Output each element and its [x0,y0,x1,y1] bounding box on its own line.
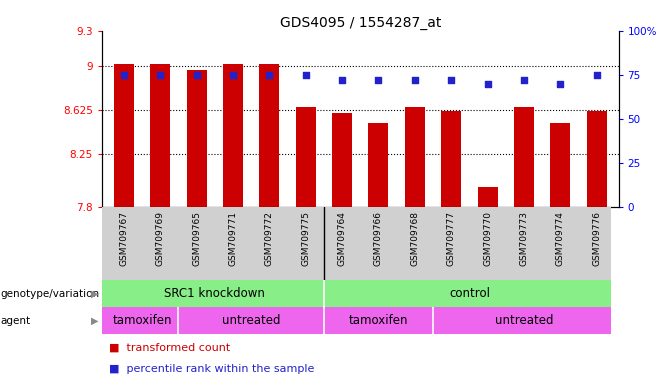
Text: GSM709770: GSM709770 [483,211,492,266]
Point [155,72,165,78]
Point [337,77,347,83]
Text: untreated: untreated [222,314,280,327]
Text: SRC1 knockdown: SRC1 knockdown [164,287,265,300]
Bar [114,64,134,207]
Point [482,81,493,87]
Text: GSM709771: GSM709771 [228,211,238,266]
Text: GSM709767: GSM709767 [119,211,128,266]
Text: ▶: ▶ [91,316,99,326]
Text: untreated: untreated [495,314,553,327]
Bar [259,64,279,207]
Text: ■  transformed count: ■ transformed count [109,343,230,353]
Text: ▶: ▶ [91,289,99,299]
Bar [187,70,207,207]
Text: GSM709774: GSM709774 [556,211,565,266]
Point [118,72,129,78]
Bar [478,187,497,207]
Text: GSM709772: GSM709772 [265,211,274,266]
Text: ■  percentile rank within the sample: ■ percentile rank within the sample [109,364,314,374]
Text: GSM709769: GSM709769 [156,211,164,266]
Point [191,72,202,78]
Text: GSM709773: GSM709773 [519,211,528,266]
Point [264,72,274,78]
Text: GSM709766: GSM709766 [374,211,383,266]
Bar [587,111,607,207]
Text: GSM709777: GSM709777 [447,211,456,266]
Bar [150,64,170,207]
Point [519,77,529,83]
Title: GDS4095 / 1554287_at: GDS4095 / 1554287_at [280,16,441,30]
Bar [550,122,570,207]
Text: GSM709764: GSM709764 [338,211,347,266]
Point [228,72,238,78]
Point [592,72,602,78]
Bar [405,107,425,207]
Text: GSM709765: GSM709765 [192,211,201,266]
Point [555,81,566,87]
Bar [332,113,352,207]
Point [409,77,420,83]
Bar [514,107,534,207]
Text: control: control [449,287,490,300]
Text: GSM709776: GSM709776 [592,211,601,266]
Text: genotype/variation: genotype/variation [1,289,100,299]
Point [301,72,311,78]
Text: agent: agent [1,316,31,326]
Bar [368,122,388,207]
Bar [223,64,243,207]
Point [446,77,457,83]
Text: GSM709775: GSM709775 [301,211,310,266]
Bar [442,111,461,207]
Point [373,77,384,83]
Text: tamoxifen: tamoxifen [113,314,172,327]
Text: tamoxifen: tamoxifen [349,314,408,327]
Bar [295,107,316,207]
Text: GSM709768: GSM709768 [411,211,419,266]
